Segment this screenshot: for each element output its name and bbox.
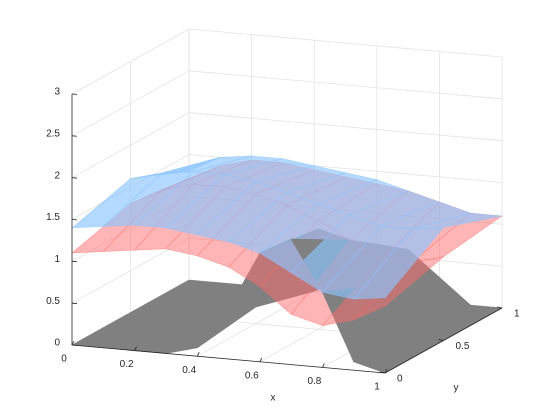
- x-tick: [134, 346, 137, 351]
- z-tick-label: 2: [54, 170, 60, 181]
- z-tick-label: 2.5: [46, 128, 60, 139]
- x-tick: [384, 368, 388, 374]
- z-tick-label: 0: [54, 338, 60, 349]
- grid-line: [71, 112, 190, 179]
- axes-layer: 0 0.2 0.4 0.6 0.8 1 0 0.5 1 0 0.5 1 1.5 2 2.5 3: [46, 87, 520, 393]
- y-tick-label: 0: [397, 374, 403, 385]
- y-tick: [438, 339, 444, 341]
- y-tick-label: 1: [514, 309, 520, 320]
- x-axis: [71, 344, 386, 374]
- grid-line: [188, 28, 503, 58]
- z-tick-label: 3: [54, 87, 60, 98]
- z-tick-label: 1: [54, 254, 60, 265]
- x-tick: [322, 363, 325, 368]
- grid-line: [188, 112, 503, 142]
- y-tick: [379, 371, 386, 374]
- surface-patch: [353, 227, 445, 300]
- x-tick: [71, 340, 75, 346]
- x-tick-label: 0.4: [182, 365, 196, 376]
- z-tick-label: 0.5: [46, 296, 60, 307]
- x-tick-label: 0.8: [307, 376, 321, 387]
- x-tick: [259, 357, 263, 362]
- x-tick-label: 0: [61, 354, 67, 365]
- grid-line: [71, 70, 190, 137]
- x-tick-label: 0.6: [245, 370, 259, 381]
- y-tick-label: 0.5: [456, 341, 470, 352]
- surface-layer: [71, 155, 503, 374]
- y-tick: [496, 306, 503, 309]
- x-tick: [196, 352, 200, 357]
- grid-line: [188, 70, 503, 100]
- x-tick-label: 1: [374, 382, 380, 393]
- z-tick-label: 1.5: [46, 212, 60, 223]
- x-axis-label: x: [271, 393, 276, 404]
- grid-line: [71, 28, 190, 95]
- y-axis-label: y: [454, 383, 459, 394]
- x-tick-label: 0.2: [120, 359, 134, 370]
